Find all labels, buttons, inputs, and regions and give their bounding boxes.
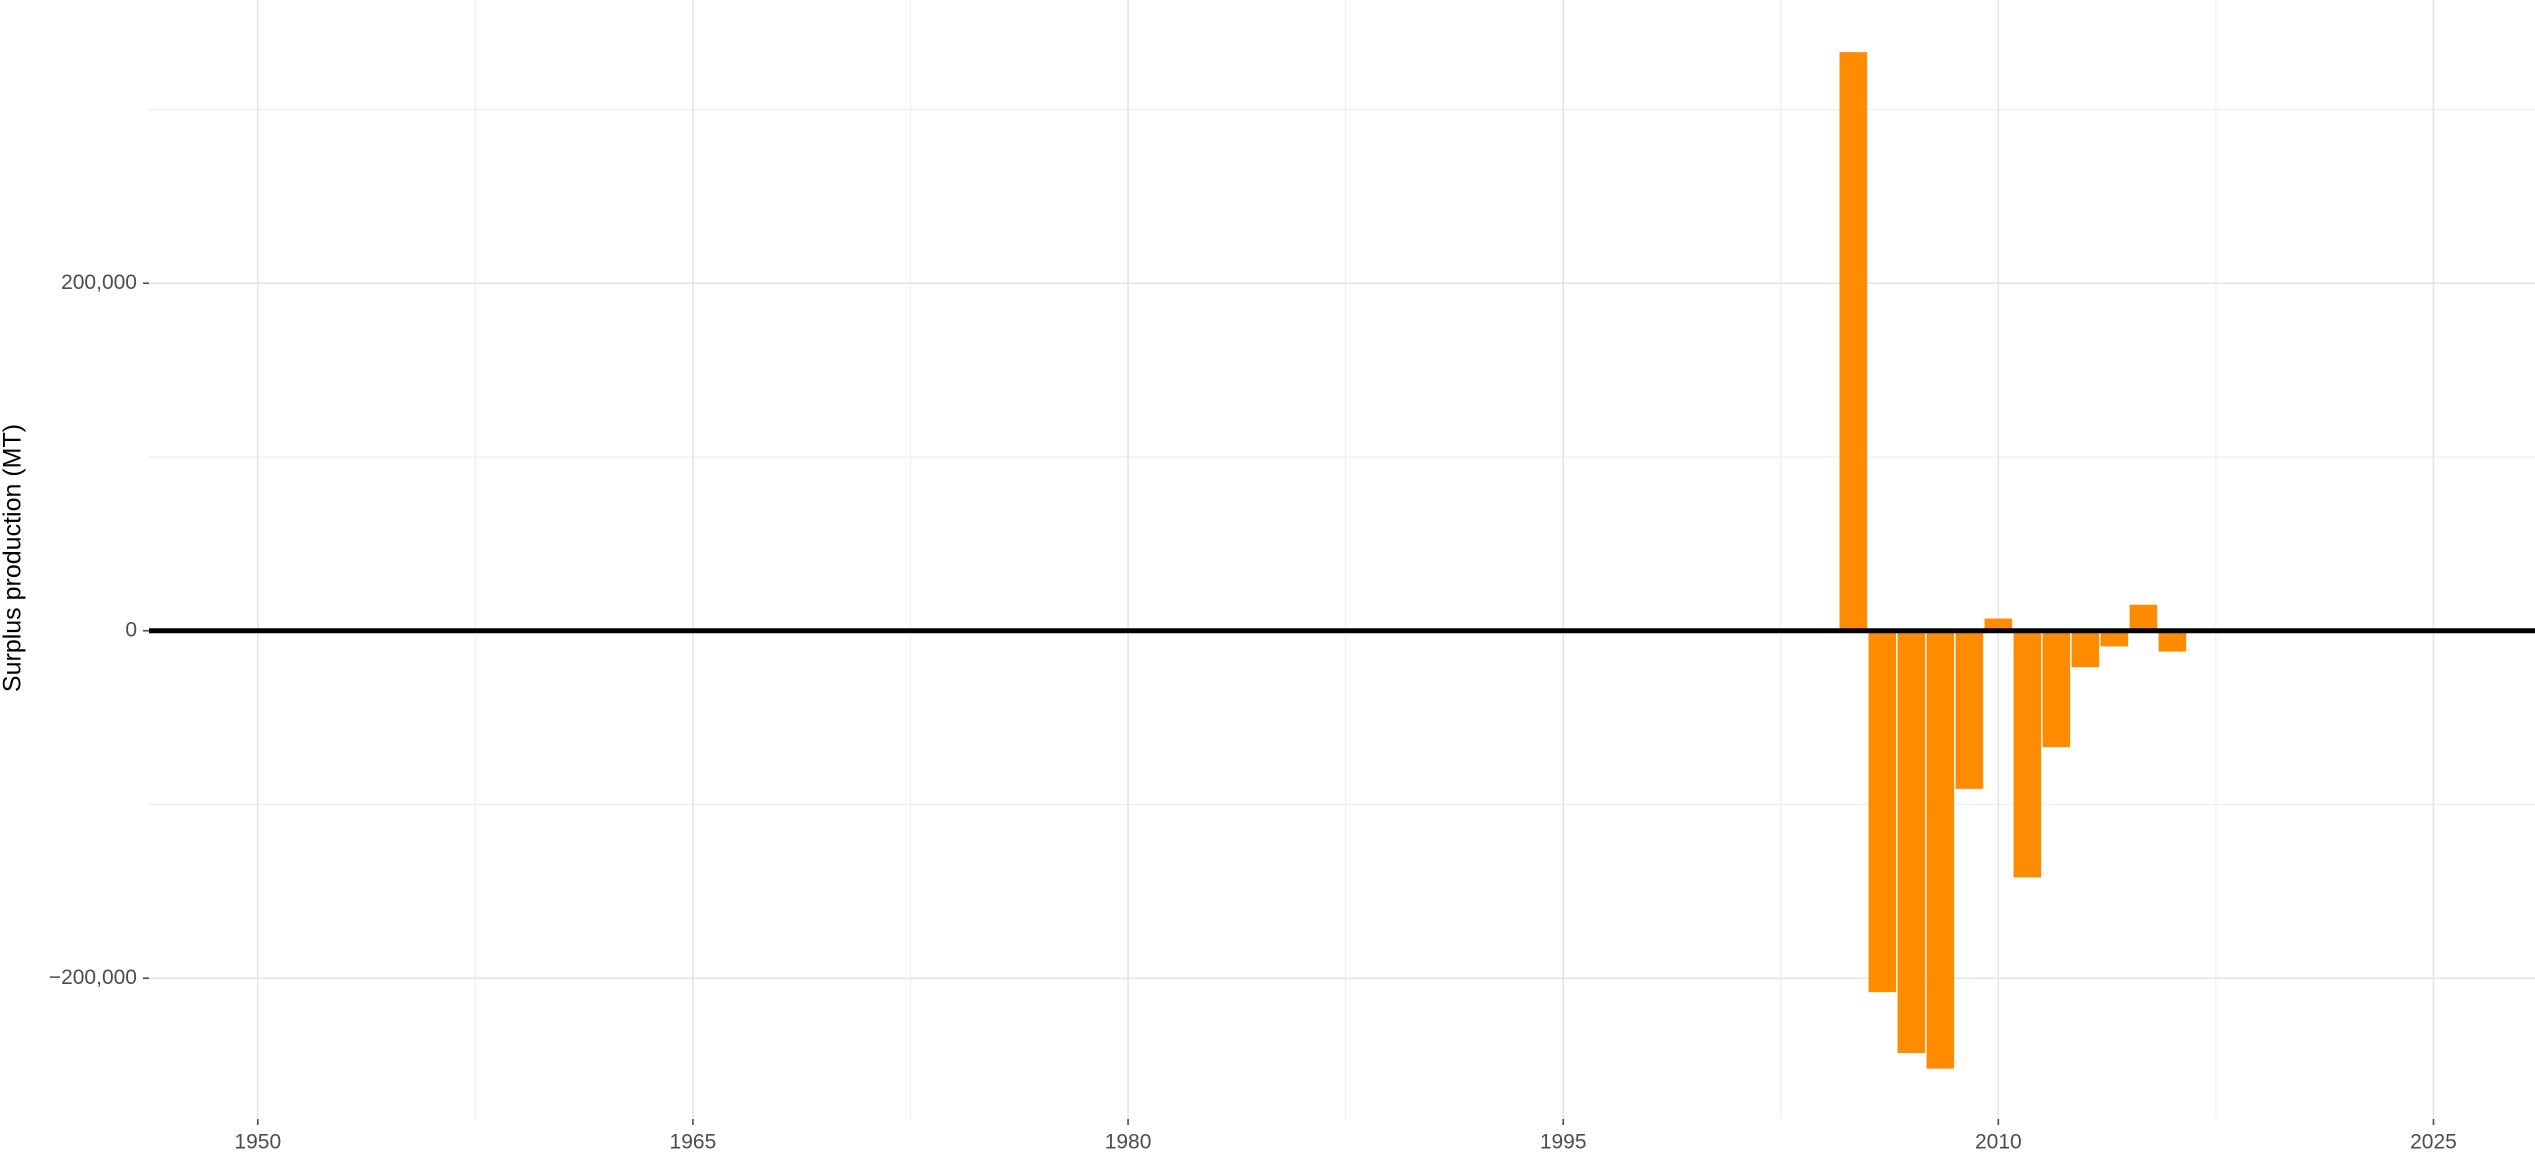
bar [1984,618,2013,631]
y-axis-title: Surplus production (MT) [0,424,27,692]
x-tick-label: 2010 [1975,1131,2022,1154]
x-tick-label: 1995 [1540,1131,1587,1154]
bar [1839,52,1868,631]
bar [1926,630,1955,1069]
bar [1868,630,1897,993]
x-tick-label: 1965 [670,1131,717,1154]
bar [2071,630,2100,668]
y-tick-label: 200,000 [61,271,137,294]
bar [1955,630,1984,789]
x-tick-label: 1980 [1105,1131,1152,1154]
bar [2100,630,2129,647]
x-tick-label: 1950 [234,1131,281,1154]
bar [1897,630,1926,1053]
bar [2013,630,2042,878]
y-tick-label: 0 [125,618,137,641]
bar [2129,604,2158,631]
bar [2042,630,2071,748]
bar [2158,630,2187,652]
x-tick-label: 2025 [2410,1131,2457,1154]
y-tick-label: −200,000 [49,966,137,989]
